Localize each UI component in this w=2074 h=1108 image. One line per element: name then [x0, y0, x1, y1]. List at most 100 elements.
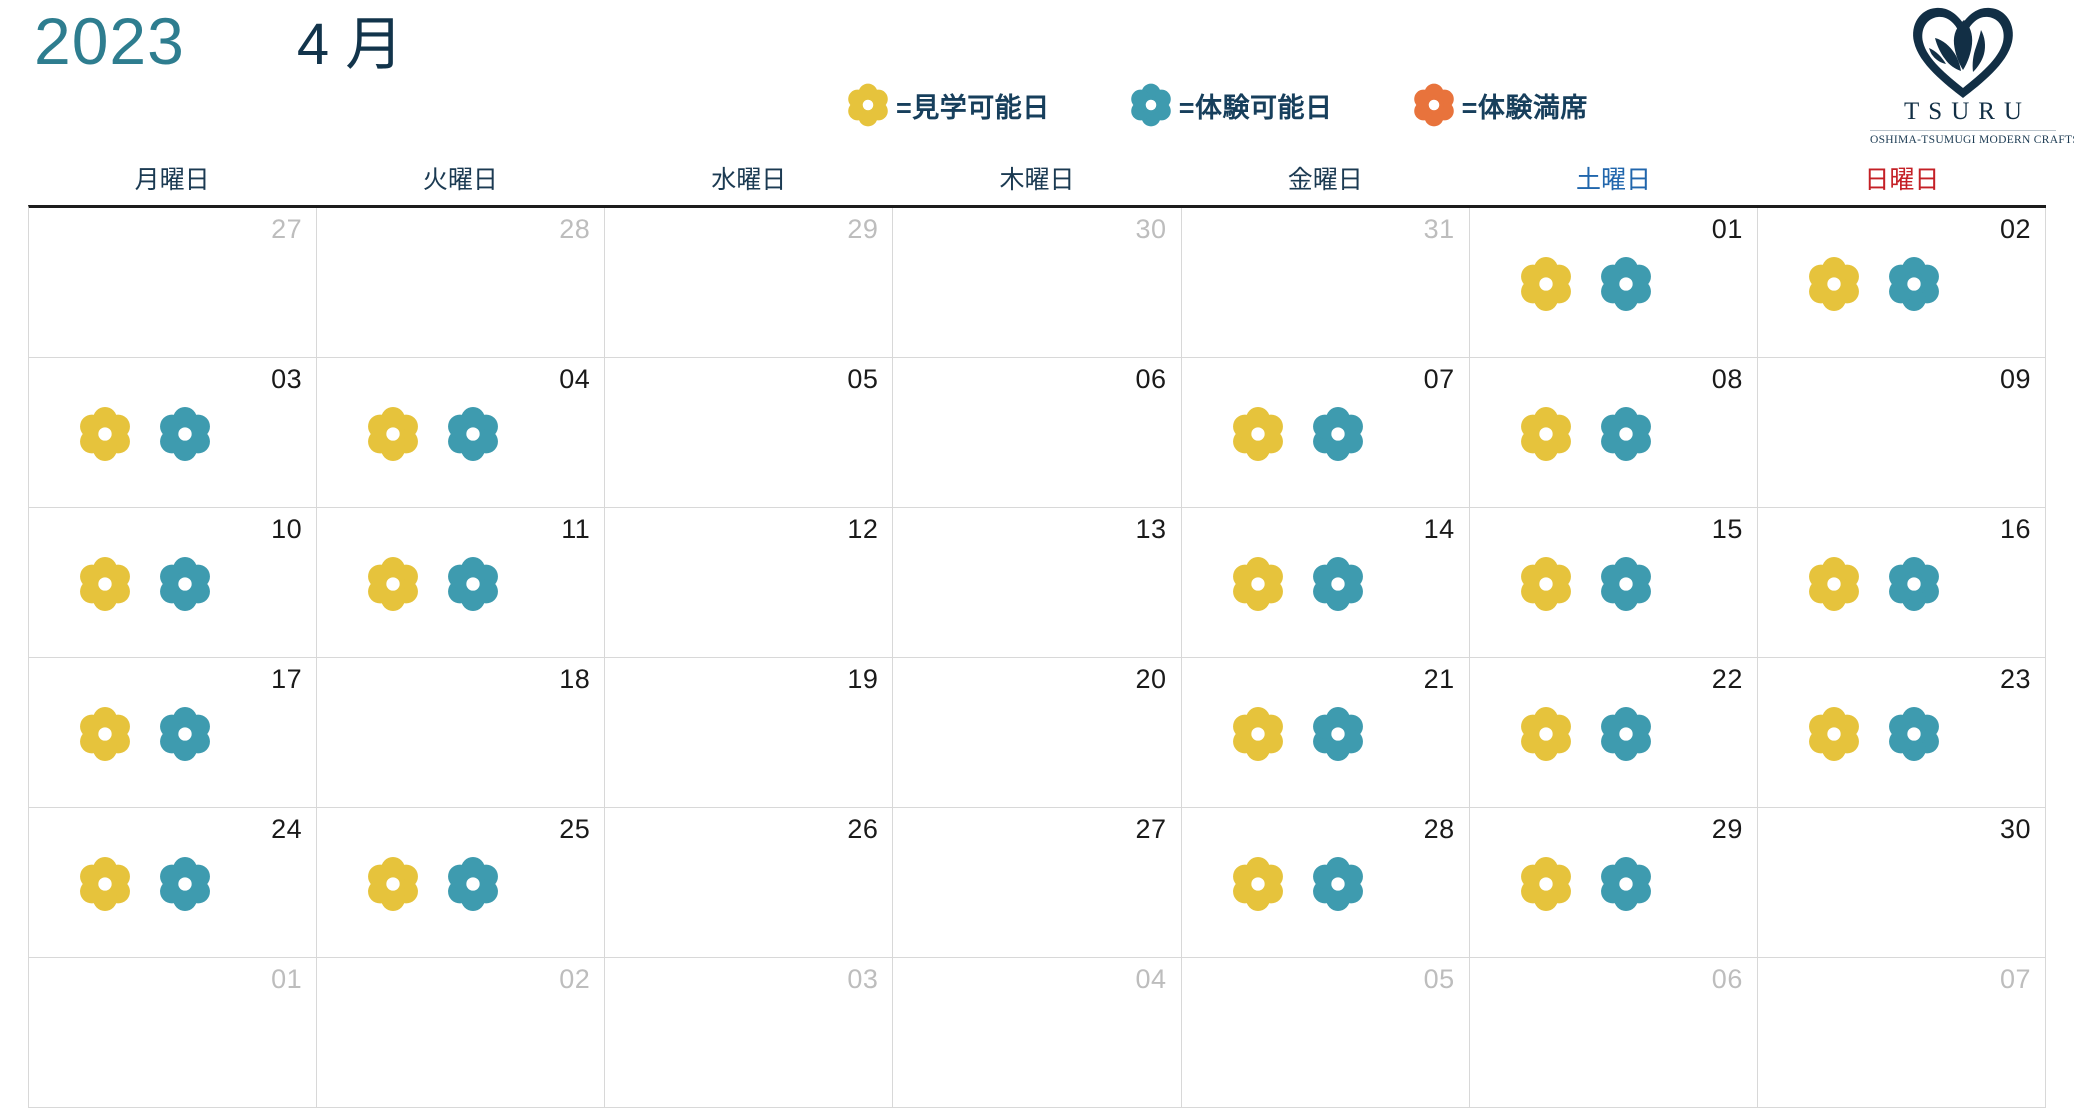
- availability-marks: [364, 855, 502, 913]
- flower-icon-yellow: [1520, 557, 1571, 611]
- flower-icon-yellow: [80, 857, 130, 911]
- day-cell[interactable]: 06: [1469, 958, 1758, 1108]
- weekday-header-7: 日曜日: [1864, 166, 1940, 194]
- flower-icon-teal: [1888, 557, 1939, 611]
- weekday-header-2: 火曜日: [422, 166, 498, 194]
- day-number: 09: [1999, 364, 2031, 394]
- day-cell[interactable]: 07: [1181, 358, 1470, 508]
- day-cell[interactable]: 23: [1757, 658, 2046, 808]
- flower-icon-teal: [160, 557, 210, 611]
- availability-marks: [76, 555, 214, 613]
- day-cell[interactable]: 30: [893, 208, 1182, 358]
- flower-icon-yellow: [1232, 407, 1283, 461]
- day-number: 27: [1135, 814, 1167, 844]
- day-number: 29: [847, 214, 879, 244]
- day-cell[interactable]: 07: [1757, 958, 2046, 1108]
- flower-icon-yellow: [368, 407, 419, 461]
- logo-wordmark: TSURU: [1904, 98, 2031, 125]
- flower-icon-yellow: [1232, 707, 1283, 761]
- day-number: 30: [1999, 814, 2031, 844]
- day-cell[interactable]: 29: [605, 208, 894, 358]
- day-cell[interactable]: 29: [1469, 808, 1758, 958]
- day-cell[interactable]: 03: [605, 958, 894, 1108]
- flower-icon-teal: [160, 407, 210, 461]
- day-cell[interactable]: 31: [1181, 208, 1470, 358]
- day-cell[interactable]: 02: [317, 958, 606, 1108]
- availability-marks: [1229, 555, 1367, 613]
- day-cell[interactable]: 03: [29, 358, 318, 508]
- day-cell[interactable]: 10: [29, 508, 318, 658]
- year-label: 2023: [34, 4, 185, 78]
- day-number: 07: [1999, 964, 2031, 994]
- day-cell[interactable]: 12: [605, 508, 894, 658]
- availability-marks: [1517, 405, 1655, 463]
- day-number: 23: [1999, 664, 2031, 694]
- availability-marks: [76, 705, 214, 763]
- day-cell[interactable]: 04: [317, 358, 606, 508]
- calendar-title: 2023 4 月: [34, 8, 403, 74]
- availability-marks: [1229, 405, 1367, 463]
- day-cell[interactable]: 15: [1469, 508, 1758, 658]
- day-cell[interactable]: 25: [317, 808, 606, 958]
- day-cell[interactable]: 19: [605, 658, 894, 808]
- day-number: 13: [1135, 514, 1167, 544]
- flower-icon-yellow: [80, 707, 130, 761]
- availability-marks: [364, 555, 502, 613]
- day-cell[interactable]: 30: [1757, 808, 2046, 958]
- availability-marks: [364, 405, 502, 463]
- page-header: 2023 4 月 =見学可能日 =体験可能日 =体験満席 TSURU OSHIMA-…: [0, 0, 2074, 160]
- day-number: 01: [1711, 214, 1743, 244]
- flower-icon-yellow: [1520, 707, 1571, 761]
- flower-icon-teal: [1600, 857, 1651, 911]
- flower-icon-teal: [160, 707, 210, 761]
- day-cell[interactable]: 17: [29, 658, 318, 808]
- legend-label: =体験可能日: [1178, 92, 1333, 123]
- day-cell[interactable]: 14: [1181, 508, 1470, 658]
- day-cell[interactable]: 01: [1469, 208, 1758, 358]
- day-cell[interactable]: 04: [893, 958, 1182, 1108]
- day-cell[interactable]: 20: [893, 658, 1182, 808]
- day-cell[interactable]: 08: [1469, 358, 1758, 508]
- day-cell[interactable]: 13: [893, 508, 1182, 658]
- day-number: 27: [271, 214, 303, 244]
- availability-marks: [1517, 855, 1655, 913]
- day-cell[interactable]: 28: [317, 208, 606, 358]
- day-cell[interactable]: 01: [29, 958, 318, 1108]
- day-number: 12: [847, 514, 879, 544]
- day-number: 18: [559, 664, 591, 694]
- day-cell[interactable]: 16: [1757, 508, 2046, 658]
- flower-icon-yellow: [1520, 407, 1571, 461]
- day-cell[interactable]: 24: [29, 808, 318, 958]
- day-cell[interactable]: 26: [605, 808, 894, 958]
- flower-icon-yellow: [368, 557, 419, 611]
- day-cell[interactable]: 22: [1469, 658, 1758, 808]
- flower-icon-teal: [1312, 407, 1363, 461]
- day-number: 03: [271, 364, 303, 394]
- flower-icon-yellow: [80, 407, 130, 461]
- day-number: 30: [1135, 214, 1167, 244]
- day-cell[interactable]: 06: [893, 358, 1182, 508]
- day-cell[interactable]: 02: [1757, 208, 2046, 358]
- flower-icon-teal: [1130, 83, 1171, 127]
- day-cell[interactable]: 11: [317, 508, 606, 658]
- legend: =見学可能日 =体験可能日 =体験満席: [845, 82, 1588, 128]
- day-cell[interactable]: 27: [29, 208, 318, 358]
- day-cell[interactable]: 21: [1181, 658, 1470, 808]
- day-cell[interactable]: 28: [1181, 808, 1470, 958]
- day-cell[interactable]: 05: [1181, 958, 1470, 1108]
- flower-icon-yellow: [80, 557, 130, 611]
- logo-subtitle: OSHIMA-TSUMUGI MODERN CRAFTS: [1870, 130, 2074, 146]
- day-number: 21: [1423, 664, 1455, 694]
- flower-icon-yellow: [1808, 257, 1859, 311]
- flower-icon-yellow: [1808, 557, 1859, 611]
- day-number: 06: [1711, 964, 1743, 994]
- day-number: 25: [559, 814, 591, 844]
- legend-label: =見学可能日: [896, 92, 1050, 123]
- day-cell[interactable]: 18: [317, 658, 606, 808]
- day-number: 19: [847, 664, 879, 694]
- day-cell[interactable]: 05: [605, 358, 894, 508]
- day-cell[interactable]: 27: [893, 808, 1182, 958]
- flower-icon-teal: [448, 407, 499, 461]
- flower-icon-teal: [1600, 557, 1651, 611]
- day-cell[interactable]: 09: [1757, 358, 2046, 508]
